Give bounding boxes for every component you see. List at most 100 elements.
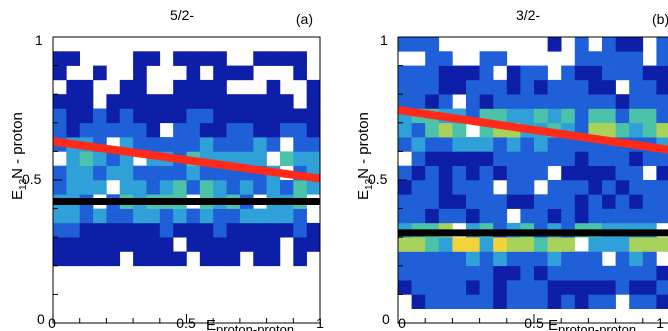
panel-a-cell <box>253 51 267 66</box>
panel-b-cell <box>574 51 589 66</box>
panel-a-cell <box>159 94 174 109</box>
panel-a-cell <box>213 137 227 152</box>
panel-a-cell <box>79 165 94 181</box>
panel-b-cell <box>656 122 668 138</box>
panel-b-cell <box>642 237 657 252</box>
panel-a-cell <box>146 94 161 109</box>
panel-b-cell <box>411 122 426 138</box>
panel-a-cell <box>133 122 147 138</box>
panel-a-cell <box>119 108 134 124</box>
panel-a-cell <box>306 237 321 252</box>
panel-a-cell <box>266 79 281 95</box>
panel-b-cell <box>411 265 426 281</box>
panel-b-cell <box>452 137 467 152</box>
panel-b-cell <box>561 79 576 95</box>
panel-b-ytick-1: 0.5 <box>368 171 388 187</box>
panel-a-xlabel-sub: proton-proton <box>216 322 294 331</box>
panel-b-cell <box>588 180 603 195</box>
panel-a-cell <box>213 51 227 66</box>
panel-b-cell <box>452 79 467 95</box>
panel-a-cell <box>279 94 294 109</box>
panel-a-cell <box>66 208 80 224</box>
panel-a-cell <box>106 222 121 238</box>
panel-b-cell <box>479 79 494 95</box>
panel-a-cell <box>159 137 174 152</box>
panel-a-cell <box>66 222 80 238</box>
panel-b-cell <box>574 151 589 166</box>
panel-a-cell <box>93 208 107 224</box>
panel-b-cell <box>520 251 535 267</box>
panel-a-cell <box>239 222 254 238</box>
panel-b-cell <box>425 208 440 224</box>
panel-a-cell <box>213 251 227 267</box>
panel-b-cell <box>629 94 644 109</box>
panel-b-cell <box>425 151 440 166</box>
panel-a-cell <box>239 208 254 224</box>
panel-b-cell <box>452 265 467 281</box>
panel-a-cell <box>93 237 107 252</box>
panel-b-cell <box>506 151 521 166</box>
panel-b-cell <box>466 165 480 181</box>
panel-a-cell <box>53 51 67 66</box>
panel-a-cell <box>79 151 94 166</box>
panel-a-cell <box>226 237 241 252</box>
panel-b-cell <box>629 194 644 209</box>
panel-b-cell <box>602 65 616 81</box>
panel-b-cell <box>493 208 508 224</box>
panel-a-cell <box>266 122 281 138</box>
panel-a-cell <box>293 137 307 152</box>
panel-a-cell <box>186 94 201 109</box>
panel-b-cell <box>602 280 616 295</box>
panel-b-cell <box>438 165 453 181</box>
panel-a-cell <box>119 94 134 109</box>
panel-a-cell <box>239 180 254 195</box>
panel-b-cell <box>615 65 630 81</box>
panel-a-cell <box>213 237 227 252</box>
panel-b-cell <box>425 65 440 81</box>
panel-a-cell <box>199 51 214 66</box>
panel-b-cell <box>520 194 535 209</box>
panel-b-cell <box>452 180 467 195</box>
panel-a-cell <box>186 122 201 138</box>
panel-b-cell <box>615 208 630 224</box>
panel-a-cell <box>199 79 214 95</box>
panel-a-cell <box>306 94 321 109</box>
panel-b-cell <box>534 108 548 124</box>
panel-a-cell <box>266 208 281 224</box>
panel-a-cell <box>53 94 67 109</box>
panel-b-cell <box>642 208 657 224</box>
panel-b-cell <box>425 79 440 95</box>
panel-b-ylabel: E13N - proton <box>355 112 375 200</box>
panel-a-cell <box>199 94 214 109</box>
panel-b-cell <box>588 122 603 138</box>
panel-b-cell <box>411 180 426 195</box>
panel-b-cell <box>615 151 630 166</box>
panel-a-cell <box>119 208 134 224</box>
panel-b-cell <box>547 251 562 267</box>
panel-b-cell <box>615 237 630 252</box>
panel-b-cell <box>506 294 521 309</box>
panel-a-cell <box>146 108 161 124</box>
panel-b-cell <box>534 65 548 81</box>
panel-a-cell <box>53 165 67 181</box>
panel-a-cell <box>239 237 254 252</box>
panel-a-cell <box>226 137 241 152</box>
panel-b-cell <box>534 79 548 95</box>
panel-b-cell <box>534 237 548 252</box>
panel-a-cell <box>159 180 174 195</box>
panel-a-ylabel-main: E <box>9 190 26 200</box>
panel-a-cell <box>66 108 80 124</box>
panel-b-cell <box>602 108 616 124</box>
panel-b-cell <box>425 180 440 195</box>
panel-a-cell <box>93 165 107 181</box>
panel-a-cell <box>119 79 134 95</box>
panel-b-cell <box>438 122 453 138</box>
panel-b-cell <box>479 265 494 281</box>
panel-a-cell <box>66 151 80 166</box>
panel-a-cell <box>253 180 267 195</box>
panel-a-cell <box>266 180 281 195</box>
panel-b-cell <box>479 251 494 267</box>
panel-a-cell <box>306 151 321 166</box>
panel-b-cell <box>398 94 412 109</box>
panel-a-cell <box>186 165 201 181</box>
